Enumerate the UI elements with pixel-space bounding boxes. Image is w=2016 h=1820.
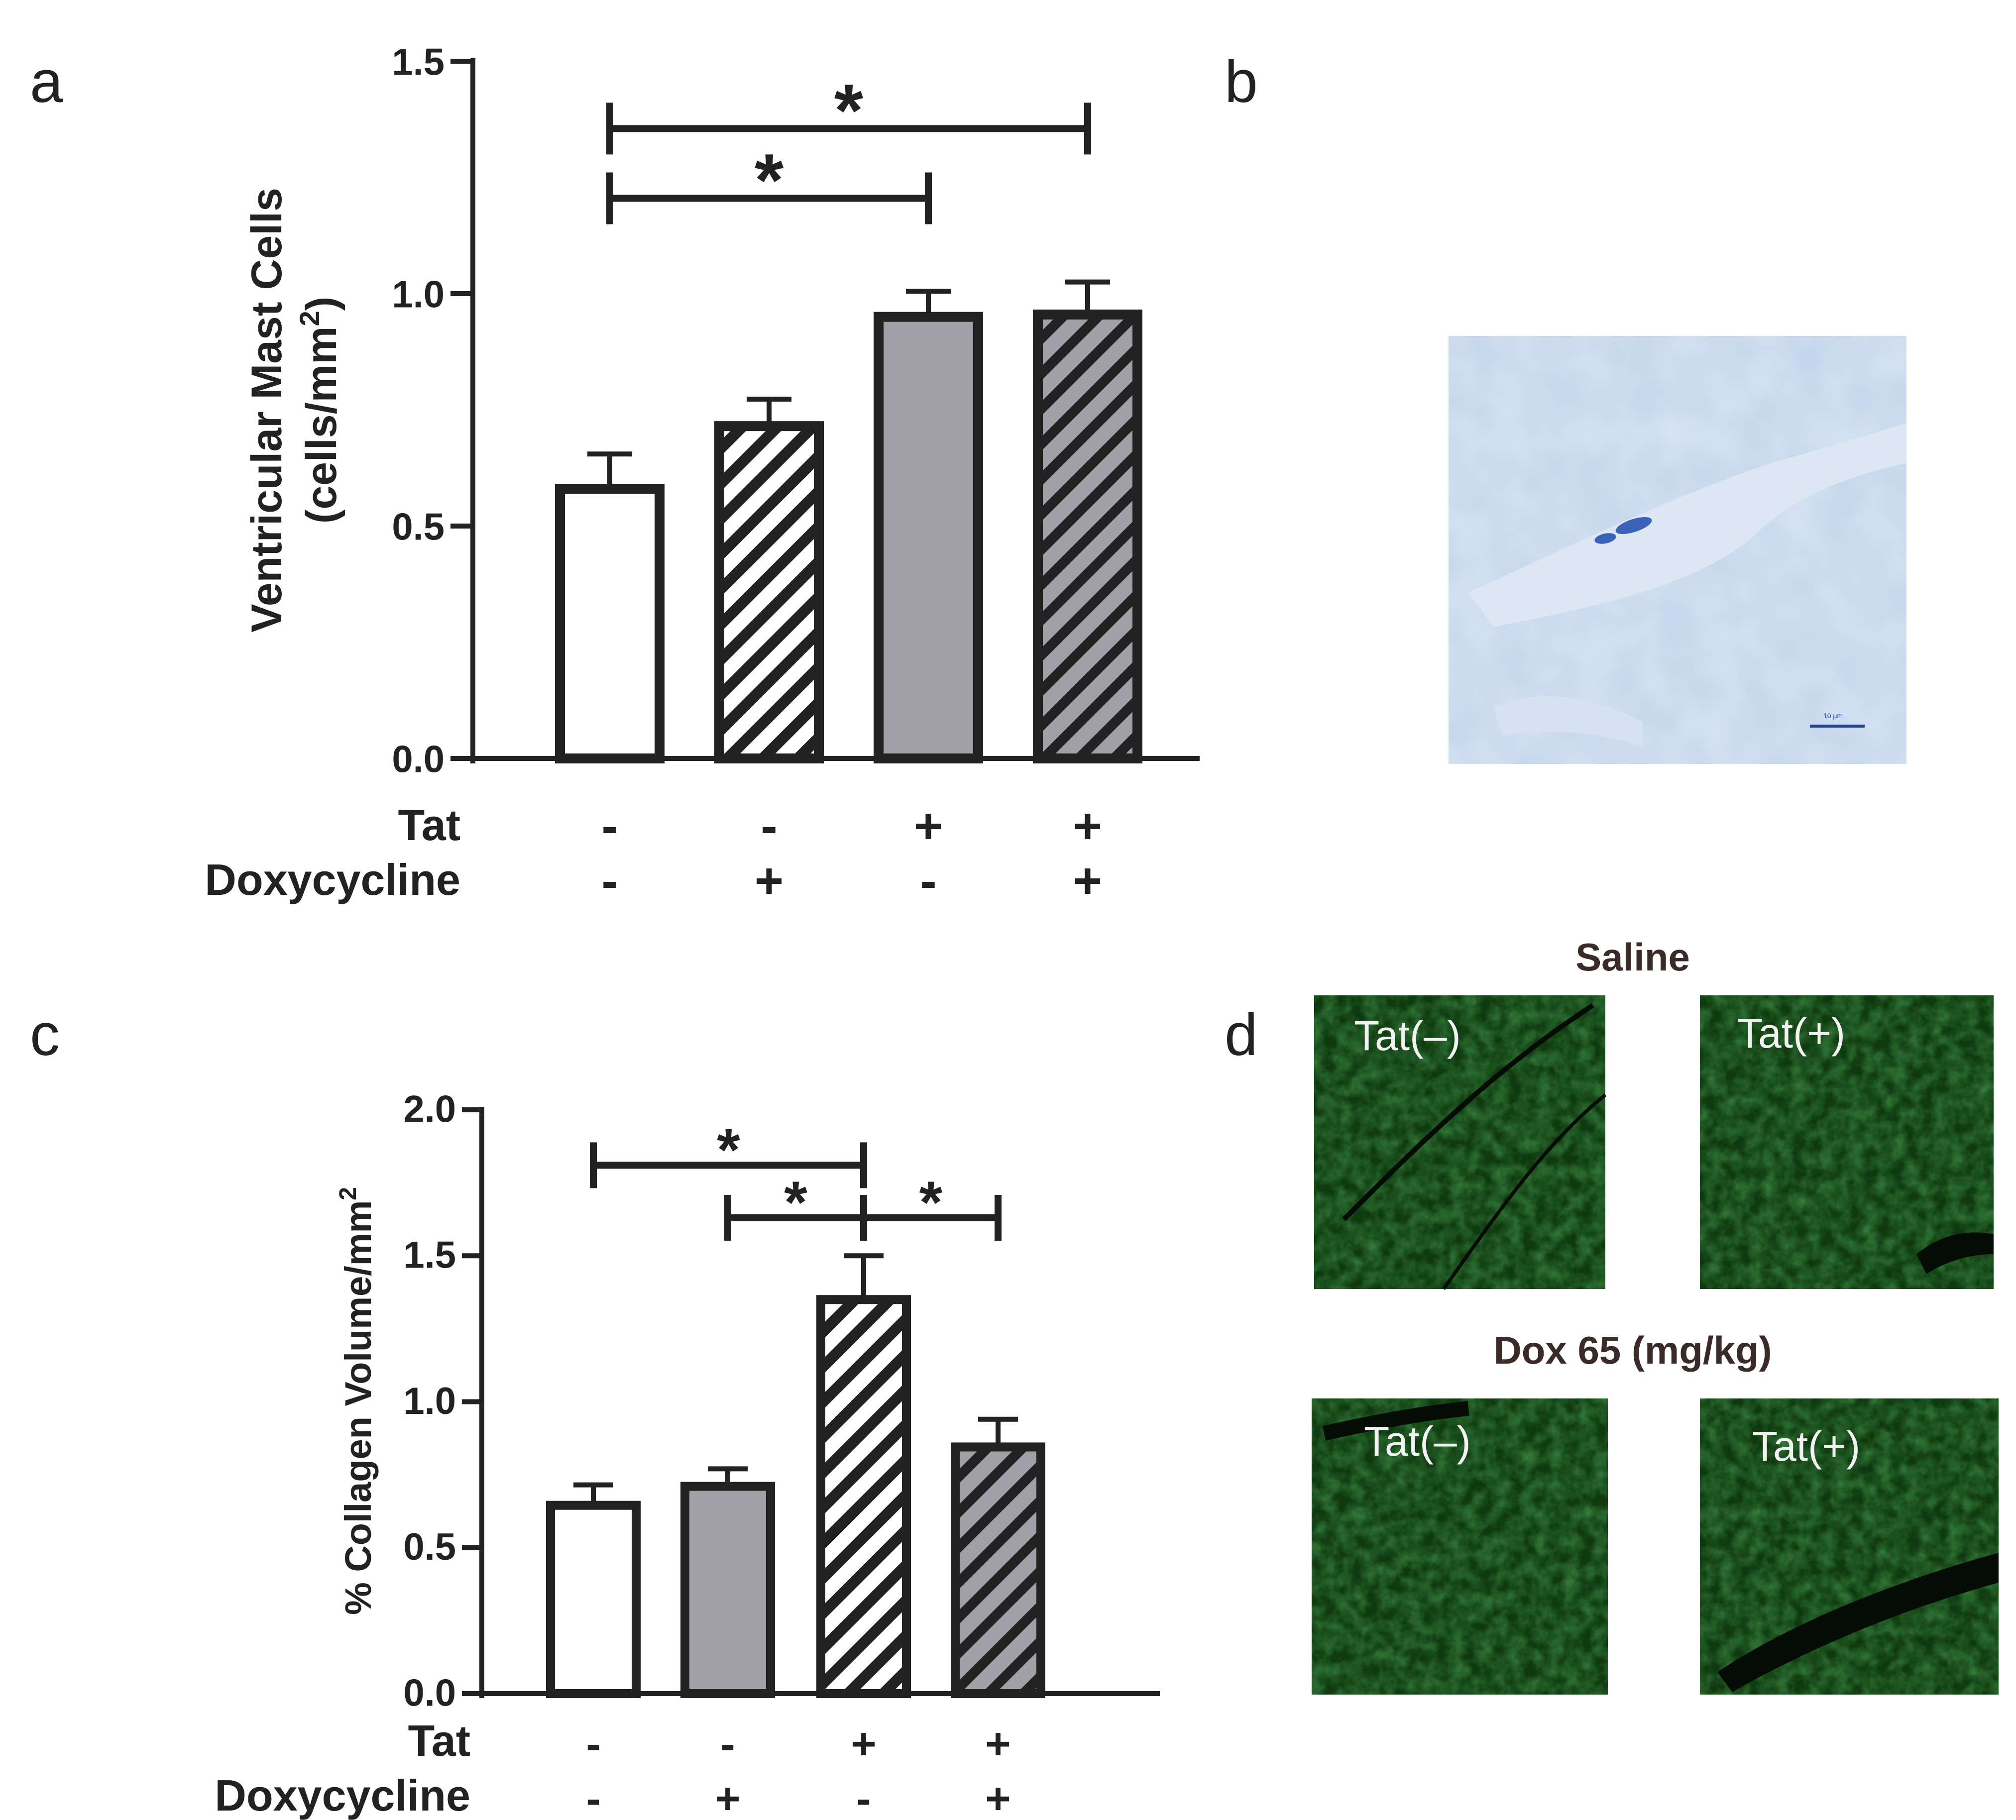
y-tick-label: 1.0 [403,1380,456,1422]
condition-sign: - [761,798,777,854]
panel-letter-d: d [1225,1001,1258,1068]
mast-cell-granules [1594,533,1616,544]
bar [951,1442,1045,1698]
condition-sign: - [586,1719,600,1768]
significance-star: * [755,138,784,222]
fiber-gap [1717,1553,1999,1692]
micrograph-label-saline-tat-pos: Tat(+) [1737,1010,1845,1057]
bar [680,1482,775,1698]
bar [546,1500,641,1699]
y-axis-title: % Collagen Volume/mm2 [335,1187,379,1615]
y-tick-label: 0.0 [392,738,445,780]
y-tick-label: 2.0 [403,1088,456,1130]
condition-sign: + [755,853,784,909]
condition-sign: - [856,1774,871,1820]
condition-label: Tat [398,800,460,850]
y-axis-title-text: % Collagen Volume/mm [337,1200,379,1615]
mast-cell [1615,517,1652,535]
micrograph-label-dox-tat-pos: Tat(+) [1752,1423,1860,1470]
micrograph-b-vessel [1468,423,1906,627]
y-tick-label: 1.0 [392,273,445,316]
micrographs-d: Saline Dox 65 (mg/kg) Tat(–) Tat(+) Tat(… [1312,935,1999,1695]
condition-sign: + [715,1774,740,1820]
condition-sign: + [914,798,943,854]
fiber-line [1442,1093,1607,1290]
condition-sign: + [851,1719,876,1768]
y-axis-title: Ventricular Mast Cells [243,188,291,633]
y-axis-units-text: (cells/mm [298,326,345,524]
y-tick-label: 1.5 [392,41,445,83]
condition-sign: + [985,1774,1010,1820]
y-tick-label: 0.5 [392,506,445,548]
micrograph-b: 10 µm [1449,336,1906,764]
fiber-line [1342,1003,1594,1221]
micrograph-b-tissue [1493,696,1643,747]
micrograph-texture [1700,1398,1999,1695]
chart-c: 0.0 0.5 1.0 1.5 2.0 * * * Tat - - + + Doxycycline - + - +… [215,1088,1160,1820]
micrograph-label-dox-tat-neg: Tat(–) [1364,1418,1471,1465]
panel-letter-a: a [30,48,63,115]
scale-bar-label: 10 µm [1823,712,1843,720]
significance-star: * [834,68,864,152]
group-title-saline: Saline [1575,935,1690,979]
bar [555,484,665,763]
group-title-dox: Dox 65 (mg/kg) [1493,1328,1772,1372]
chart-a: 0.00.51.01.5**Tat - - + +Doxycycline - + - +Vent… [205,41,1200,909]
significance-star: * [717,1116,740,1183]
bar [816,1295,911,1699]
fiber-gap [1322,1401,1469,1441]
y-axis-title-units: (cells/mm2) [294,297,345,524]
y-tick-label: 1.5 [403,1234,456,1277]
y-axis-title-superscript: 2 [335,1187,361,1200]
micrograph-texture [1312,1398,1608,1695]
condition-sign: + [1073,798,1102,854]
y-axis-units-superscript: 2 [294,311,325,326]
condition-label: Tat [408,1716,470,1765]
significance-star: * [784,1169,807,1236]
condition-sign: - [601,798,618,854]
condition-label: Doxycycline [215,1771,470,1820]
condition-sign: - [920,853,936,909]
bar [874,312,983,763]
condition-sign: - [586,1774,600,1820]
panel-letter-b: b [1225,48,1258,115]
y-tick-label: 0.5 [403,1526,456,1568]
micrograph-label-saline-tat-neg: Tat(–) [1354,1012,1461,1059]
fiber-gap [1916,1232,1994,1274]
y-axis-units-text: ) [298,297,345,311]
significance-star: * [919,1169,943,1236]
condition-sign: - [601,853,618,909]
condition-sign: + [985,1719,1010,1768]
condition-sign: - [720,1719,735,1768]
y-tick-label: 0.0 [403,1672,456,1714]
panel-letter-c: c [30,1001,60,1068]
condition-sign: + [1073,853,1102,909]
bar [714,421,824,763]
condition-label: Doxycycline [205,855,460,904]
bar [1033,310,1142,763]
